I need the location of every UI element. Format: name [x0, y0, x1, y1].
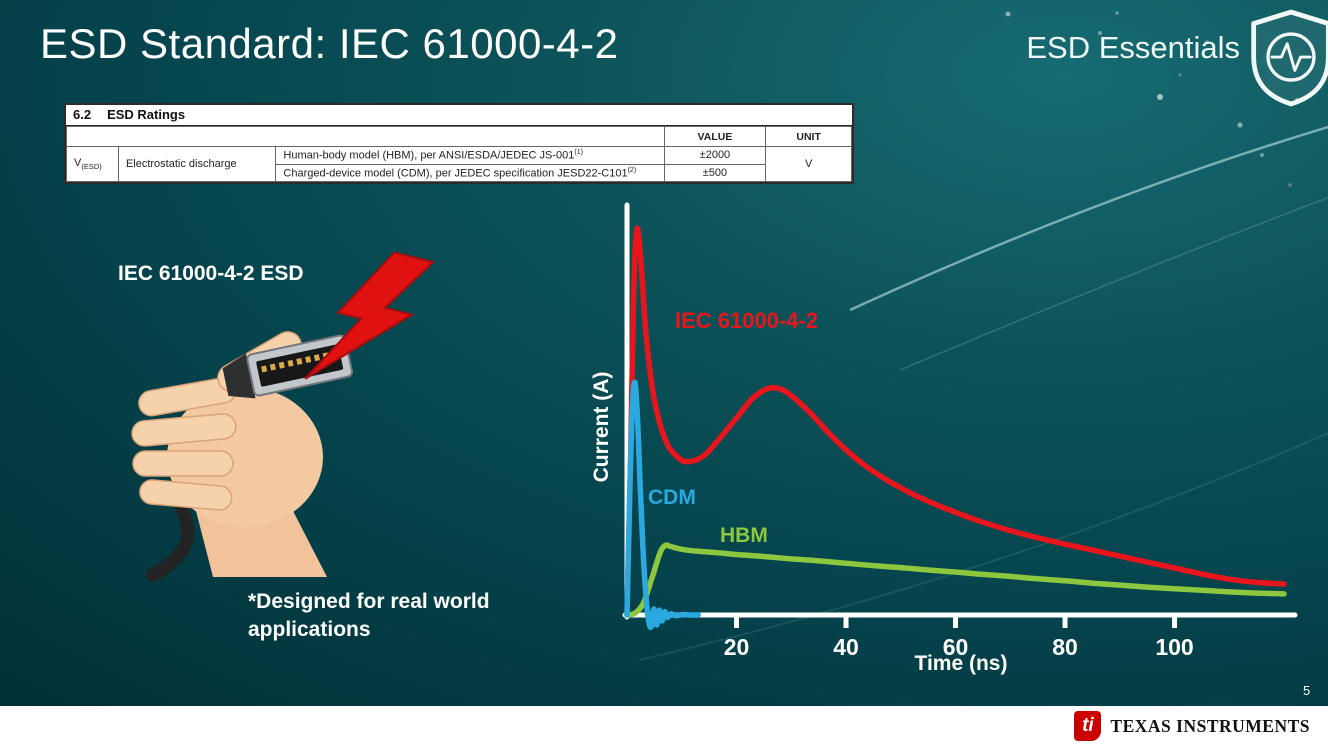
- hbm-description-cell: Human-body model (HBM), per ANSI/ESDA/JE…: [275, 146, 665, 165]
- esd-ratings-table: 6.2 ESD Ratings VALUE UNIT V(ESD) Electr…: [64, 103, 854, 185]
- pulse-circle: [1266, 32, 1316, 82]
- section-number: 6.2: [73, 107, 92, 122]
- cdm-value-cell: ±500: [663, 163, 767, 183]
- svg-text:60: 60: [943, 634, 969, 660]
- hand-holding-connector-illustration: [131, 251, 436, 582]
- esd-waveform-chart: 20 40 60 80 100 IEC 61000-4-2 CDM HBM Time (…: [580, 200, 1300, 690]
- param-symbol-cell: V(ESD): [66, 145, 119, 183]
- brand-logo-text: ESD Essentials: [1026, 30, 1240, 65]
- svg-text:20: 20: [724, 634, 750, 660]
- esd-shield-icon: [1251, 9, 1328, 107]
- series-label-cdm: CDM: [648, 486, 696, 509]
- fingers: [131, 377, 237, 511]
- section-title-text: ESD Ratings: [107, 107, 186, 122]
- footer-bar: ti TEXAS INSTRUMENTS: [0, 706, 1328, 746]
- y-axis-label: Current (A): [590, 371, 613, 483]
- esd-waveform-chart-svg: 20 40 60 80 100: [622, 202, 1298, 660]
- ti-logo-icon: ti: [1074, 711, 1102, 741]
- page-title: ESD Standard: IEC 61000-4-2: [40, 20, 619, 67]
- footnote-text: *Designed for real world applications: [248, 590, 490, 642]
- illustration-label: IEC 61000-4-2 ESD: [118, 262, 304, 285]
- table-header-row: VALUE UNIT: [66, 126, 852, 147]
- lightning-bolt-icon: [304, 251, 436, 380]
- hbm-value-cell: ±2000: [663, 146, 767, 165]
- param-name-cell: Electrostatic discharge: [117, 145, 277, 183]
- table-row-cdm: Charged-device model (CDM), per JEDEC sp…: [67, 163, 852, 183]
- page-number: 5: [1303, 683, 1311, 698]
- cdm-description-cell: Charged-device model (CDM), per JEDEC sp…: [275, 163, 665, 183]
- series-label-hbm: HBM: [720, 524, 768, 547]
- table-row-hbm: V(ESD) Electrostatic discharge Human-bod…: [66, 145, 852, 183]
- value-header: VALUE: [663, 126, 767, 147]
- x-axis-label: Time (ns): [914, 652, 1008, 675]
- svg-text:100: 100: [1155, 634, 1193, 660]
- unit-header: UNIT: [765, 126, 852, 147]
- svg-text:40: 40: [833, 634, 859, 660]
- table-section-title: 6.2 ESD Ratings: [66, 105, 852, 126]
- unit-cell: V: [765, 145, 852, 183]
- blank-header-cell: [66, 126, 665, 147]
- ti-company-name: TEXAS INSTRUMENTS: [1110, 715, 1310, 736]
- series-label-iec: IEC 61000-4-2: [675, 308, 819, 333]
- svg-text:80: 80: [1052, 634, 1078, 660]
- heartbeat-pulse-line: [1270, 42, 1312, 72]
